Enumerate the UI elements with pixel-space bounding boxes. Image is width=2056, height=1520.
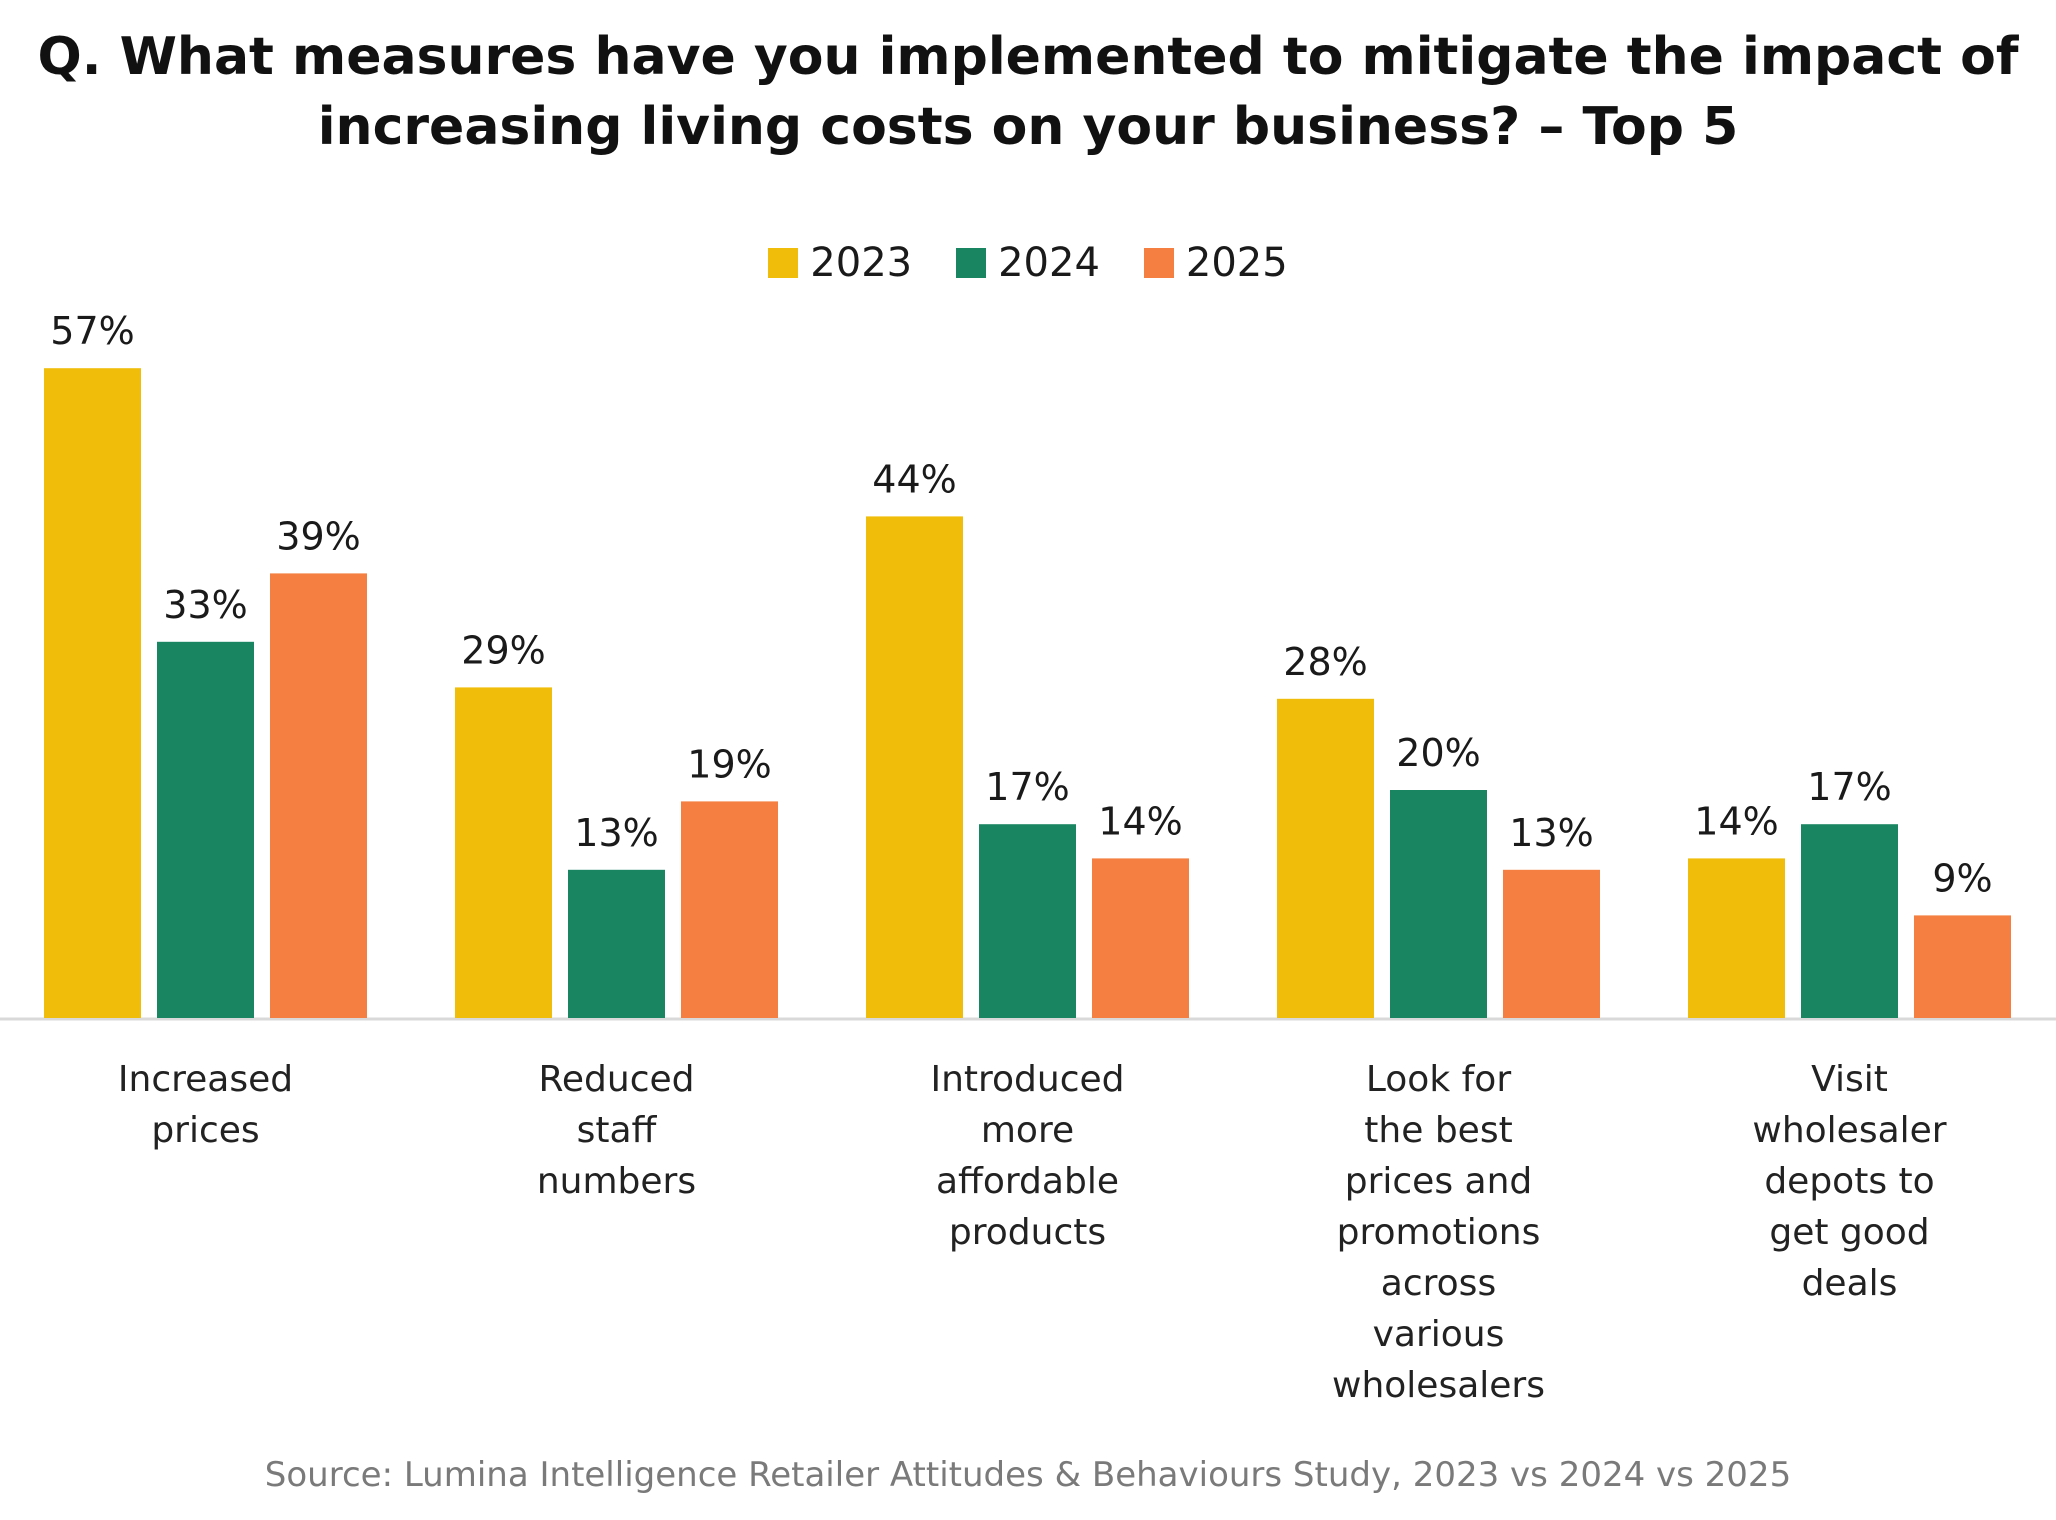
bar-2023-cat-5 [1688, 858, 1785, 1018]
legend-swatch-2024 [956, 248, 987, 278]
category-label-4: Look for the best prices and promotions … [1332, 1059, 1545, 1406]
bar-2024-cat-3 [979, 824, 1076, 1018]
legend-swatch-2025 [1143, 248, 1174, 278]
category-label-1: Increased prices [117, 1059, 294, 1151]
bar-2024-cat-2 [568, 869, 665, 1018]
bar-2023-cat-3 [866, 516, 963, 1018]
bar-2024-cat-4 [1390, 790, 1487, 1018]
data-label-2025-cat-2: 19% [687, 742, 771, 786]
data-label-2024-cat-2: 13% [574, 811, 658, 855]
chart-title-line-1: Q. What measures have you implemented to… [37, 27, 2019, 87]
bar-2023-cat-1 [44, 368, 141, 1018]
data-label-2025-cat-3: 14% [1098, 799, 1182, 843]
data-label-2025-cat-5: 9% [1932, 856, 1992, 900]
data-label-2024-cat-1: 33% [163, 583, 247, 627]
legend-swatch-2023 [768, 248, 799, 278]
legend-label-2025: 2025 [1185, 240, 1288, 286]
data-label-2023-cat-3: 44% [872, 457, 956, 501]
bar-2024-cat-1 [157, 641, 254, 1018]
category-label-3: Introduced more affordable products [930, 1059, 1125, 1253]
bar-2025-cat-3 [1092, 858, 1189, 1018]
data-label-2025-cat-1: 39% [276, 514, 360, 558]
chart-title: Q. What measures have you implemented to… [0, 22, 2056, 162]
data-label-2024-cat-5: 17% [1807, 765, 1891, 809]
bar-2025-cat-4 [1503, 869, 1600, 1018]
data-label-2023-cat-4: 28% [1283, 640, 1367, 684]
data-label-2024-cat-4: 20% [1396, 731, 1480, 775]
chart-title-line-2: increasing living costs on your business… [317, 97, 1739, 157]
bar-2025-cat-5 [1914, 915, 2011, 1018]
bar-2023-cat-4 [1277, 698, 1374, 1018]
source-note: Source: Lumina Intelligence Retailer Att… [264, 1455, 1792, 1495]
legend-item-2025: 2025 [1143, 240, 1288, 286]
data-label-2024-cat-3: 17% [985, 765, 1069, 809]
bar-2024-cat-5 [1801, 824, 1898, 1018]
bar-2023-cat-2 [455, 687, 552, 1018]
legend-item-2023: 2023 [768, 240, 912, 286]
data-label-2025-cat-4: 13% [1509, 811, 1593, 855]
bar-2025-cat-2 [681, 801, 778, 1018]
legend-label-2024: 2024 [998, 240, 1100, 286]
data-label-2023-cat-2: 29% [461, 628, 545, 672]
category-label-2: Reduced staff numbers [536, 1059, 697, 1202]
data-label-2023-cat-1: 57% [50, 309, 134, 353]
bar-2025-cat-1 [270, 573, 367, 1018]
legend-item-2024: 2024 [956, 240, 1100, 286]
legend-label-2023: 2023 [810, 240, 913, 286]
chart-legend: 2023 2024 2025 [0, 240, 2056, 286]
data-label-2023-cat-5: 14% [1694, 799, 1778, 843]
category-label-5: Visit wholesaler depots to get good deal… [1752, 1059, 1947, 1304]
